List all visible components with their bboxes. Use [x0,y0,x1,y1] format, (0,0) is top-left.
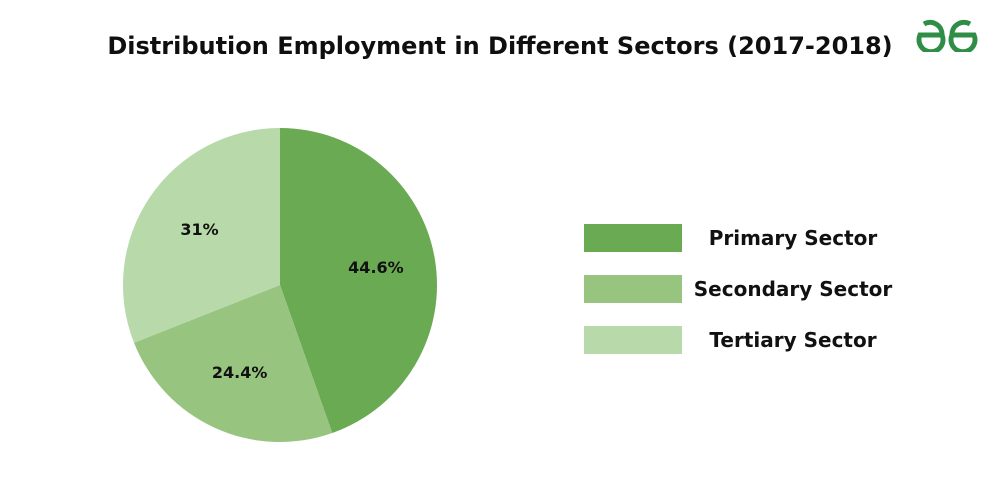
legend-label-primary: Primary Sector [708,226,878,250]
legend: Primary Sector Secondary Sector Tertiary… [584,224,924,377]
pie-slice-secondary [134,285,333,442]
pie-slices [122,128,437,442]
legend-swatch-secondary [584,275,682,303]
legend-label-secondary: Secondary Sector [693,277,893,301]
pie-label-secondary: 24.4% [212,363,268,382]
legend-item-tertiary: Tertiary Sector [584,326,924,354]
pie-labels: 44.6% 24.4% 31% [180,220,403,382]
pie-slice-primary [280,128,437,434]
pie-slice-tertiary [122,128,280,343]
legend-label-tertiary: Tertiary Sector [709,328,877,352]
legend-swatch-tertiary [584,326,682,354]
pie-label-primary: 44.6% [348,258,404,277]
chart-title: Distribution Employment in Different Sec… [107,32,893,60]
pie-label-tertiary: 31% [180,220,218,239]
legend-item-secondary: Secondary Sector [584,275,924,303]
legend-swatch-primary [584,224,682,252]
geeksforgeeks-logo-icon [916,19,978,52]
legend-item-primary: Primary Sector [584,224,924,252]
